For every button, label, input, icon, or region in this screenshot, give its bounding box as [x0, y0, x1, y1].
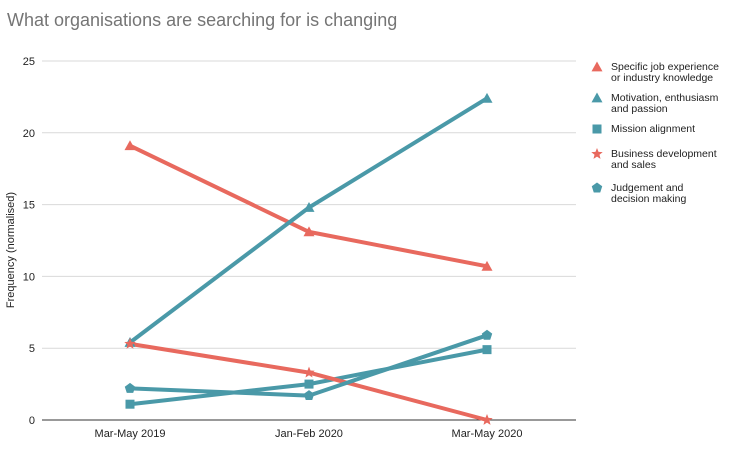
series-markers	[124, 92, 493, 425]
legend-marker	[591, 92, 603, 103]
y-tick-label: 25	[23, 56, 35, 68]
grid-lines	[42, 60, 576, 421]
data-point-1	[481, 260, 493, 271]
y-tick-labels: 0 5 10 15 20 25	[23, 56, 35, 427]
legend-label: Business development	[611, 148, 717, 160]
data-point-4	[124, 337, 136, 349]
y-tick-label: 5	[29, 343, 35, 355]
x-tick-label: Jan-Feb 2020	[275, 428, 343, 440]
legend-label: decision making	[611, 193, 686, 205]
data-point-4	[481, 414, 493, 425]
data-point-5	[124, 382, 136, 393]
x-tick-labels: Mar-May 2019 Jan-Feb 2020 Mar-May 2020	[95, 428, 523, 440]
x-tick-label: Mar-May 2019	[95, 428, 166, 440]
data-point-1	[303, 226, 315, 237]
data-point-4	[303, 366, 315, 378]
x-tick-label: Mar-May 2020	[452, 428, 523, 440]
legend-label: or industry knowledge	[611, 72, 713, 84]
data-point-5	[303, 390, 315, 401]
legend-label: Motivation, enthusiasm	[611, 92, 719, 104]
y-tick-label: 15	[23, 200, 35, 212]
legend-label: Mission alignment	[611, 123, 695, 135]
y-tick-label: 0	[29, 415, 35, 427]
y-tick-label: 10	[23, 271, 35, 283]
series-line-2	[128, 96, 489, 345]
data-point-1	[124, 140, 136, 151]
data-point-3	[304, 379, 314, 389]
data-point-2	[481, 92, 493, 103]
legend-label: and sales	[611, 159, 656, 171]
data-point-5	[481, 329, 493, 340]
y-tick-label: 20	[23, 128, 35, 140]
legend-marker	[591, 61, 603, 72]
legend-label: Judgement and	[611, 182, 684, 194]
legend-label: Specific job experience	[611, 61, 719, 73]
y-axis-label: Frequency (normalised)	[5, 192, 17, 308]
legend-marker	[591, 182, 603, 193]
legend-label: and passion	[611, 103, 668, 115]
data-point-2	[303, 201, 315, 212]
legend-marker	[591, 148, 603, 159]
legend-marker	[592, 124, 602, 134]
data-point-3	[125, 399, 135, 409]
chart-title: What organisations are searching for is …	[7, 10, 398, 30]
data-point-3	[482, 345, 492, 355]
